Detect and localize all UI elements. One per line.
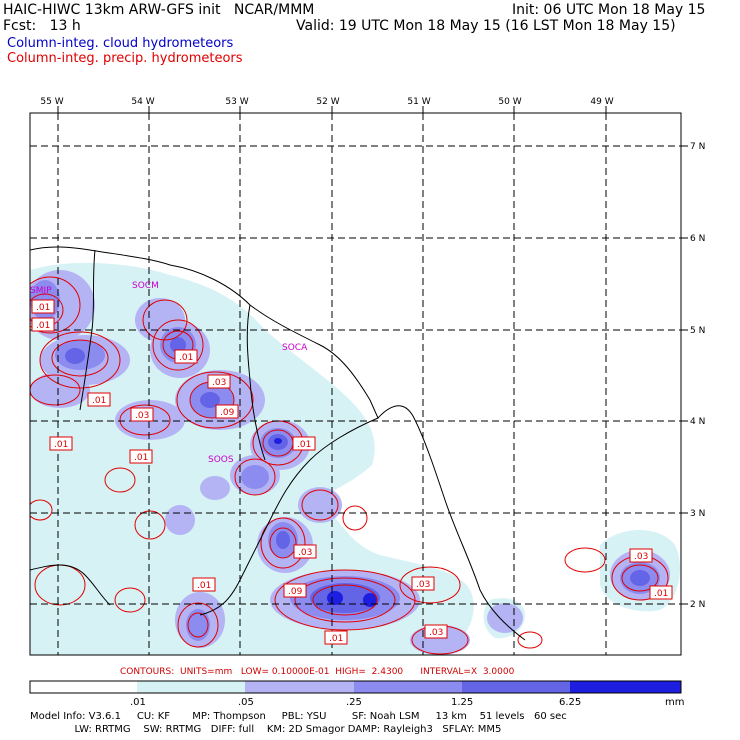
svg-text:.01: .01 <box>297 440 311 450</box>
station-label: SOOS <box>208 455 234 465</box>
cloud-hydrometeor-legend: Column-integ. cloud hydrometeors <box>7 36 234 51</box>
colorbar-label: .01 <box>130 697 146 708</box>
contour-label: .03 <box>130 407 154 422</box>
svg-text:.01: .01 <box>179 353 193 363</box>
forecast-hour: Fcst: 13 h <box>3 18 81 34</box>
lon-label: 49 W <box>590 97 613 107</box>
cloud-shading-core <box>65 337 650 613</box>
colorbar-label: .05 <box>238 697 254 708</box>
contour-label: .09 <box>215 404 239 419</box>
contour-info: CONTOURS: UNITS=mm LOW= 0.10000E-01 HIGH… <box>120 667 515 677</box>
coastline <box>30 246 526 641</box>
precip-hydrometeor-legend: Column-integ. precip. hydrometeors <box>7 51 243 66</box>
contour-label: .03 <box>629 548 653 563</box>
lat-label: 5 N <box>690 326 705 336</box>
contour-label-boxes: .01 .01 .01 .01 .01 .03 .03 .09 .01 .01 … <box>31 299 673 645</box>
svg-text:.03: .03 <box>416 580 430 590</box>
contour-label: .01 <box>324 630 348 645</box>
svg-text:.01: .01 <box>36 303 50 313</box>
lat-label: 2 N <box>690 600 705 610</box>
colorbar-segment <box>462 681 570 693</box>
colorbar-segment <box>30 681 137 693</box>
contour-label: .01 <box>87 392 111 407</box>
colorbar-label: 1.25 <box>451 697 474 708</box>
lat-label: 6 N <box>690 234 705 244</box>
lat-lon-grid <box>30 113 681 655</box>
svg-text:.03: .03 <box>429 628 443 638</box>
station-label: SOCM <box>132 281 159 291</box>
svg-text:.03: .03 <box>298 548 312 558</box>
colorbar-segment <box>354 681 462 693</box>
contour-label: .01 <box>31 317 55 332</box>
lon-label: 55 W <box>40 97 63 107</box>
contour-label: .03 <box>207 374 231 389</box>
svg-text:.09: .09 <box>220 408 235 418</box>
map-border <box>29 112 682 656</box>
lon-label: 52 W <box>316 97 339 107</box>
svg-text:.01: .01 <box>329 634 343 644</box>
colorbar <box>29 680 682 694</box>
svg-text:.03: .03 <box>634 552 648 562</box>
contour-label: .01 <box>129 449 153 464</box>
lon-label: 50 W <box>498 97 521 107</box>
contour-label: .01 <box>192 577 216 592</box>
svg-text:.01: .01 <box>54 440 68 450</box>
model-info-line1: Model Info: V3.6.1 CU: KF MP: Thompson P… <box>30 711 567 722</box>
station-labels: SMJP SOCM SOCA SOOS <box>30 281 308 465</box>
latitude-labels: 7 N 6 N 5 N 4 N 3 N 2 N <box>690 142 705 610</box>
contour-label: .01 <box>174 349 198 364</box>
colorbar-label: 6.25 <box>559 697 582 708</box>
contour-label: .01 <box>49 436 73 451</box>
svg-text:.03: .03 <box>135 411 149 421</box>
contour-label: .01 <box>292 436 316 451</box>
lat-label: 3 N <box>690 509 705 519</box>
svg-text:.01: .01 <box>197 581 211 591</box>
lat-label: 7 N <box>690 142 705 152</box>
svg-text:.01: .01 <box>654 589 668 599</box>
lon-label: 54 W <box>131 97 154 107</box>
colorbar-segment <box>570 681 681 693</box>
lon-label: 51 W <box>407 97 430 107</box>
station-label: SOCA <box>282 343 308 353</box>
lat-label: 4 N <box>690 417 705 427</box>
colorbar-label: .25 <box>346 697 362 708</box>
model-title: HAIC-HIWC 13km ARW-GFS init NCAR/MMM <box>3 2 315 18</box>
svg-text:.09: .09 <box>288 587 303 597</box>
map-area: .01 .01 .01 .01 .01 .03 .03 .09 .01 .01 … <box>30 113 681 655</box>
svg-text:.01: .01 <box>36 321 50 331</box>
svg-text:.01: .01 <box>92 396 106 406</box>
contour-label: .03 <box>411 576 435 591</box>
station-label: SMJP <box>30 286 52 296</box>
contour-label: .09 <box>283 583 307 598</box>
contour-label: .01 <box>31 299 55 314</box>
init-time: Init: 06 UTC Mon 18 May 15 <box>512 2 706 18</box>
contour-label: .03 <box>293 544 317 559</box>
contour-label: .01 <box>649 585 673 600</box>
model-info-line2: LW: RRTMG SW: RRTMG DIFF: full KM: 2D Sm… <box>30 724 502 735</box>
contour-label: .03 <box>424 624 448 639</box>
colorbar-segment <box>137 681 245 693</box>
valid-time: Valid: 19 UTC Mon 18 May 15 (16 LST Mon … <box>296 18 676 34</box>
lon-label: 53 W <box>225 97 248 107</box>
colorbar-units: mm <box>665 697 685 708</box>
svg-text:.03: .03 <box>212 378 226 388</box>
longitude-labels: 55 W 54 W 53 W 52 W 51 W 50 W 49 W <box>40 97 613 107</box>
colorbar-segment <box>245 681 354 693</box>
top-ticks <box>57 106 688 605</box>
svg-text:.01: .01 <box>134 453 148 463</box>
